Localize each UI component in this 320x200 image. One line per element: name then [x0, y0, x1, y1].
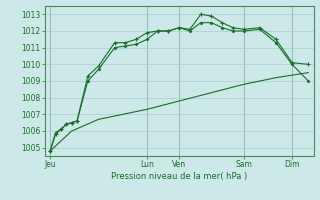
X-axis label: Pression niveau de la mer( hPa ): Pression niveau de la mer( hPa ): [111, 172, 247, 181]
